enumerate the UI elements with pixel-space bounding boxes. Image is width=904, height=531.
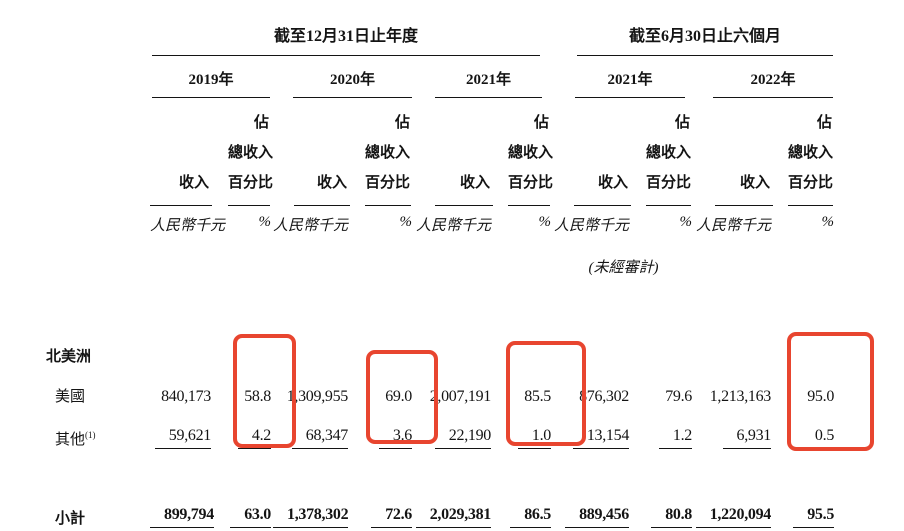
value-cell: 4.2 [213, 409, 273, 450]
unit-pct: % [679, 214, 693, 230]
unit-revenue: 人民幣千元 [150, 218, 226, 234]
pct-column-header: 佔總收入 百分比 [365, 108, 411, 206]
year-header-2019: 2019年 [152, 68, 270, 98]
section-header-interim: 截至6月30日止六個月 [553, 18, 836, 56]
value-cell: 72.6 [350, 496, 414, 530]
value-cell: 840,173 [161, 388, 211, 405]
value-cell: 63.0 [213, 496, 273, 530]
revenue-column-header: 收入 [715, 168, 774, 206]
year-header-2022: 2022年 [713, 68, 834, 98]
value-cell: 22,190 [414, 409, 493, 450]
value-cell: 80.8 [631, 496, 694, 530]
row-label: 美國 [55, 389, 86, 405]
unit-revenue: 人民幣千元 [696, 218, 772, 234]
value-cell: 79.6 [665, 388, 693, 405]
region-row: 北美洲 [0, 338, 836, 370]
value-cell: 889,456 [553, 496, 631, 530]
value-cell: 59,621 [150, 409, 213, 450]
value-cell: 85.5 [524, 388, 552, 405]
row-label: 其他(1) [55, 430, 96, 449]
subtotal-row: 小計 899,794 63.0 1,378,302 72.6 2,029,381… [0, 496, 836, 530]
pct-column-header: 佔總收入 百分比 [508, 108, 553, 206]
value-cell: 3.6 [350, 409, 414, 450]
value-cell: 95.5 [773, 496, 836, 530]
revenue-column-header: 收入 [574, 168, 632, 206]
revenue-column-header: 收入 [294, 168, 350, 206]
unaudited-note: (未經審計) [588, 260, 659, 276]
year-header-2021: 2021年 [435, 68, 543, 98]
value-cell: 876,302 [579, 388, 630, 405]
row-label: 小計 [55, 511, 86, 527]
value-cell: 1.0 [493, 409, 553, 450]
unit-revenue: 人民幣千元 [273, 218, 349, 234]
value-cell: 1,309,955 [286, 388, 349, 405]
pct-column-header: 佔總收入 百分比 [788, 108, 834, 206]
pct-column-header: 佔總收入 百分比 [228, 108, 273, 206]
value-cell: 68,347 [273, 409, 350, 450]
value-cell: 69.0 [385, 388, 412, 405]
revenue-column-header: 收入 [150, 168, 212, 206]
value-cell: 86.5 [493, 496, 553, 530]
revenue-column-header: 收入 [435, 168, 493, 206]
unit-pct: % [258, 214, 272, 230]
value-cell: 95.0 [807, 388, 835, 405]
revenue-by-region-table: 截至12月31日止年度 截至6月30日止六個月 2019年 2020年 2021… [0, 18, 836, 530]
value-cell: 1,213,163 [709, 388, 772, 405]
value-cell: 1,220,094 [694, 496, 773, 530]
unit-pct: % [538, 214, 552, 230]
footnote-marker: (1) [85, 430, 96, 440]
unit-revenue: 人民幣千元 [415, 218, 491, 234]
pct-column-header: 佔總收入 百分比 [646, 108, 691, 206]
unaudited-row: (未經審計) [0, 254, 836, 288]
units-row: 人民幣千元 % 人民幣千元 % 人民幣千元 % 人民幣千元 % 人民幣千元 % [0, 206, 836, 254]
unit-pct: % [821, 214, 835, 230]
unit-revenue: 人民幣千元 [554, 218, 630, 234]
others-row: 其他(1) 59,621 4.2 68,347 3.6 22,190 1.0 1… [0, 409, 836, 450]
column-header-row: 收入 佔總收入 百分比 收入 佔總收入 百分比 收入 佔總收入 百分比 收入 佔總收入… [0, 98, 836, 206]
section-title-annual: 截至12月31日止年度 [152, 22, 541, 56]
section-title-interim: 截至6月30日止六個月 [577, 22, 834, 56]
value-cell: 58.8 [244, 388, 271, 405]
us-row: 美國 840,173 58.8 1,309,955 69.0 2,007,191… [0, 370, 836, 409]
value-cell: 899,794 [150, 496, 214, 530]
value-cell: 1,378,302 [273, 496, 350, 530]
year-header-2021-interim: 2021年 [575, 68, 686, 98]
year-header-row: 2019年 2020年 2021年 2021年 2022年 [0, 56, 836, 98]
value-cell: 6,931 [694, 409, 773, 450]
year-header-2020: 2020年 [293, 68, 412, 98]
value-cell: 1.2 [631, 409, 694, 450]
section-header-annual: 截至12月31日止年度 [150, 18, 553, 56]
value-cell: 13,154 [553, 409, 631, 450]
value-cell: 0.5 [773, 409, 836, 450]
value-cell: 2,029,381 [414, 496, 493, 530]
value-cell: 2,007,191 [429, 388, 492, 405]
unit-pct: % [399, 214, 413, 230]
region-label: 北美洲 [46, 349, 92, 365]
section-header-row: 截至12月31日止年度 截至6月30日止六個月 [0, 18, 836, 56]
